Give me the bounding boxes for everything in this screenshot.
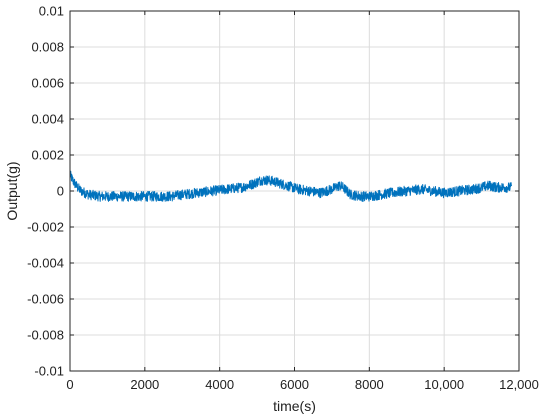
tick-layer: 0 2000 4000 6000 8000 10,000 12,000 -0.01 -0.008… xyxy=(27,4,539,393)
y-tick-label: 0.01 xyxy=(39,4,64,19)
x-tick-label: 2000 xyxy=(130,377,159,392)
y-tick-label: -0.002 xyxy=(27,220,64,235)
y-tick-label: 0.006 xyxy=(31,76,64,91)
x-axis-label: time(s) xyxy=(273,398,316,414)
x-tick-label: 4000 xyxy=(205,377,234,392)
y-tick-label: -0.008 xyxy=(27,328,64,343)
y-axis-label: Output(g) xyxy=(4,161,20,220)
y-tick-label: -0.004 xyxy=(27,256,64,271)
series-line xyxy=(69,170,513,202)
y-tick-label: 0.004 xyxy=(31,112,64,127)
x-tick-label: 10,000 xyxy=(424,377,464,392)
x-tick-label: 6000 xyxy=(280,377,309,392)
x-tick-label: 12,000 xyxy=(499,377,539,392)
x-tick-label: 0 xyxy=(66,377,73,392)
y-tick-label: -0.01 xyxy=(34,364,64,379)
y-tick-label: 0.008 xyxy=(31,40,64,55)
x-tick-label: 8000 xyxy=(355,377,384,392)
y-tick-label: -0.006 xyxy=(27,292,64,307)
series-layer xyxy=(69,170,513,202)
y-tick-label: 0.002 xyxy=(31,148,64,163)
y-tick-label: 0 xyxy=(57,184,64,199)
